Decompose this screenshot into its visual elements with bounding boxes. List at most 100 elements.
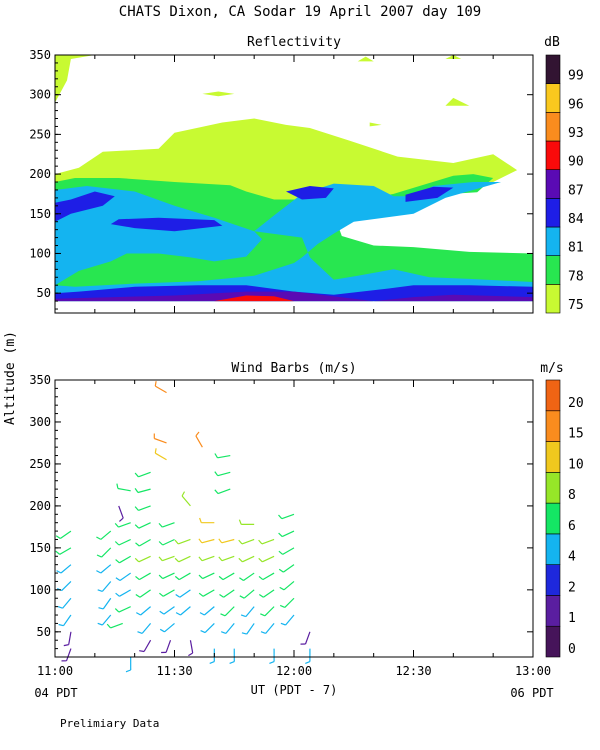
wind-barb [56,564,72,574]
reflectivity-colorbar-swatch [545,198,561,228]
wind-barb-shaft [60,564,72,574]
wind-barb-shaft [110,622,123,629]
wind-barb [114,522,131,528]
wind-barb-shaft [284,597,295,608]
reflectivity-contour-90 [214,295,294,302]
wind-barb-flag [98,607,104,610]
wind-barb-flag [114,541,120,546]
wind-barb-flag [158,556,163,562]
reflectivity-colorbar-swatch [545,284,561,314]
wind-barb-shaft [162,538,175,546]
wind-barbs-panel: Wind Barbs (m/s) 5010015020025030035011:… [29,361,583,678]
wind-barb-shaft [63,614,72,627]
reflectivity-axes: 50 100 150 200 250 300 350 [29,48,534,314]
wind-colorbar-label: 10 [568,457,584,472]
wind-barb [258,555,275,563]
wind-barb-flag [258,539,263,545]
wind-barb [159,622,175,633]
wind-barb-flag [278,568,284,573]
wind-barb-shaft [195,435,203,448]
wind-barb-flag [116,483,119,489]
reflectivity-contour-81 [55,186,263,286]
wind-barb-shaft [137,488,151,494]
reflectivity-contour-81 [55,182,533,302]
wind-barb [158,555,175,562]
wind-barb-flag [154,448,157,454]
wind-barb-flag [278,532,283,538]
wind-barb-flag [158,523,163,528]
reflectivity-contour-75 [445,97,470,106]
wind-barb-shaft [283,580,295,591]
wind-barb [134,471,151,478]
wind-barb [134,555,151,563]
wind-barb-shaft [101,547,112,558]
wind-barb-flag [198,556,203,562]
wind-barb-shaft [263,589,275,598]
wind-barb-flag [219,594,224,598]
wind-barb [220,623,235,634]
reflectivity-contour-84 [286,186,334,200]
wind-barb-flag [260,631,266,634]
wind-barb-shaft [202,589,215,597]
wind-barb [115,555,131,564]
wind-barb [55,530,72,539]
reflectivity-contour-75 [369,122,382,127]
wind-barb-flag [96,536,102,540]
wind-barb [278,564,295,573]
reflectivity-colorbar-label: 75 [568,298,584,313]
wind-barb [198,555,215,562]
wind-barb [154,448,167,461]
wind-barb-shaft [225,623,235,634]
wind-barb-shaft [119,572,132,581]
wind-barb [134,488,151,494]
wind-colorbar-label: 1 [568,611,576,626]
reflectivity-y-tick-label: 300 [29,88,51,102]
wind-barb-shaft [202,572,215,580]
wind-barb-shaft [217,488,231,495]
wind-barb-shaft [201,555,215,562]
wind-barb [200,622,215,634]
wind-colorbar-swatch [545,595,561,627]
wind-barb-shaft [283,564,295,573]
wind-barb [161,640,172,654]
wind-barb [159,589,175,597]
wind-colorbar-label: 2 [568,580,576,595]
reflectivity-contour-84 [405,186,454,202]
wind-barb-flag [258,575,264,581]
wind-barb [115,572,132,581]
wind-barb-shaft [143,639,152,652]
wind-barb-shaft [138,572,151,581]
wind-barb [278,530,295,538]
wind-barb-flag [97,622,103,626]
wind-barb [125,656,132,673]
reflectivity-colorbar-label: 93 [568,126,584,141]
wind-barb [229,648,235,664]
wind-barb [57,597,72,609]
wind-barb-shaft [102,597,112,610]
reflectivity-colorbar-swatch [545,140,561,170]
wind-barb-flag [200,630,206,634]
wind-barb-flag [280,622,286,626]
wind-barb-flag [55,535,61,539]
wind-barb [175,589,191,598]
wind-barb-shaft [281,530,295,538]
wind-barb [278,547,295,555]
wind-barb-flag [125,669,131,673]
wind-barb-shaft [242,555,255,563]
wind-barb-shaft [223,589,235,598]
wind-barb-flag [174,575,180,581]
wind-barb [159,606,175,615]
reflectivity-colorbar-unit: dB [544,35,560,50]
wind-barb-flag [269,661,275,664]
reflectivity-colorbar-label: 78 [568,269,584,284]
wind-barbs-axes: 50 100 150 200 250 300 350 11:00 11:30 12:00 12:30… [29,373,551,678]
wind-barb-flag [135,542,140,547]
wind-y-tick-label: 100 [29,583,51,597]
reflectivity-contour-75 [202,91,235,97]
wind-barb-flag [278,514,283,520]
wind-barb-shaft [101,614,112,626]
wind-barb-shaft [162,589,175,597]
wind-barb-shaft [68,631,72,645]
wind-barb-shaft [100,564,112,574]
